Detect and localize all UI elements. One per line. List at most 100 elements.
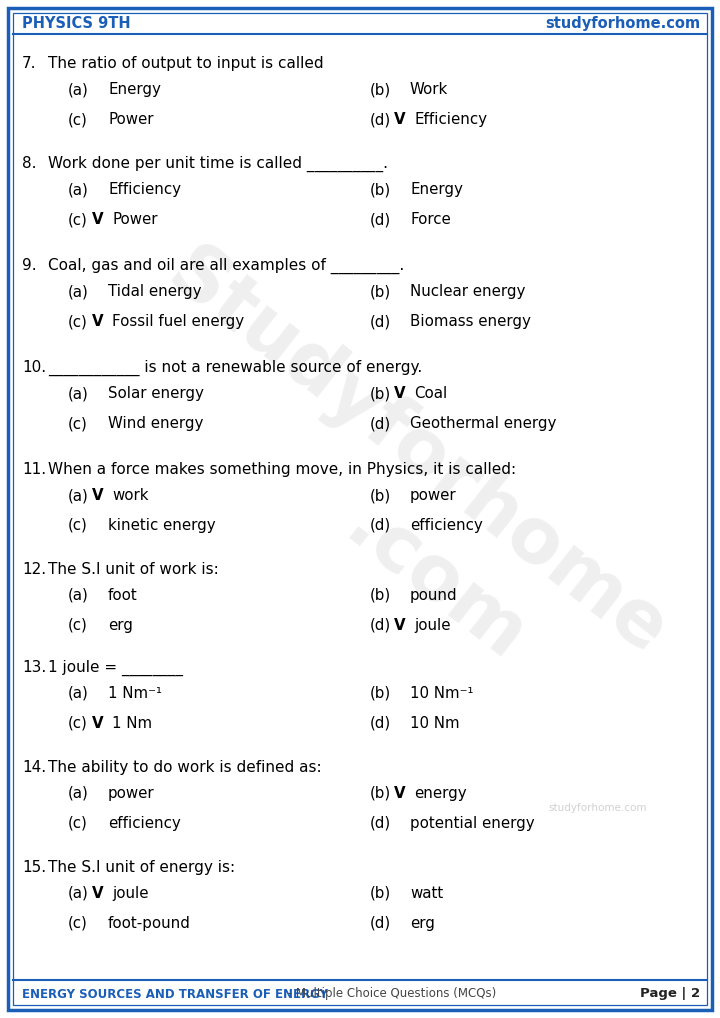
Text: (c): (c)	[68, 518, 88, 533]
Text: 9.: 9.	[22, 258, 37, 273]
Text: work: work	[112, 488, 148, 503]
Text: power: power	[108, 786, 155, 801]
Text: - Multiple Choice Questions (MCQs): - Multiple Choice Questions (MCQs)	[284, 987, 496, 1001]
Text: 7.: 7.	[22, 56, 37, 71]
Text: (d): (d)	[370, 212, 391, 227]
Text: (c): (c)	[68, 916, 88, 931]
Text: Page | 2: Page | 2	[640, 987, 700, 1001]
Text: (d): (d)	[370, 112, 391, 127]
Text: Efficiency: Efficiency	[108, 182, 181, 197]
Text: Biomass energy: Biomass energy	[410, 314, 531, 329]
Text: Energy: Energy	[108, 82, 161, 97]
Text: (d): (d)	[370, 916, 391, 931]
Text: 10.: 10.	[22, 360, 46, 375]
Text: Power: Power	[112, 212, 158, 227]
Text: (b): (b)	[370, 886, 391, 901]
Text: (a): (a)	[68, 588, 89, 603]
Text: (b): (b)	[370, 284, 391, 299]
Text: (c): (c)	[68, 618, 88, 633]
Text: Work done per unit time is called __________.: Work done per unit time is called ______…	[48, 156, 388, 172]
Text: (c): (c)	[68, 816, 88, 831]
Text: V: V	[394, 386, 405, 401]
Text: V: V	[394, 786, 405, 801]
Text: Coal: Coal	[414, 386, 447, 401]
Text: (c): (c)	[68, 314, 88, 329]
Text: joule: joule	[414, 618, 451, 633]
Text: (d): (d)	[370, 716, 391, 731]
Text: 14.: 14.	[22, 760, 46, 775]
Text: 15.: 15.	[22, 860, 46, 875]
Text: (d): (d)	[370, 618, 391, 633]
Text: joule: joule	[112, 886, 148, 901]
Text: (a): (a)	[68, 886, 89, 901]
Text: Work: Work	[410, 82, 449, 97]
Text: ____________ is not a renewable source of energy.: ____________ is not a renewable source o…	[48, 360, 422, 377]
Text: (a): (a)	[68, 686, 89, 701]
Text: 10 Nm: 10 Nm	[410, 716, 459, 731]
Text: V: V	[92, 716, 104, 731]
Text: foot: foot	[108, 588, 138, 603]
Text: (a): (a)	[68, 82, 89, 97]
Text: PHYSICS 9TH: PHYSICS 9TH	[22, 15, 130, 31]
Text: Energy: Energy	[410, 182, 463, 197]
Text: V: V	[92, 886, 104, 901]
Text: Studyforhome
       .com: Studyforhome .com	[99, 236, 680, 740]
Text: 12.: 12.	[22, 562, 46, 577]
Text: (d): (d)	[370, 416, 391, 431]
Text: (b): (b)	[370, 588, 391, 603]
Text: kinetic energy: kinetic energy	[108, 518, 215, 533]
Text: The ability to do work is defined as:: The ability to do work is defined as:	[48, 760, 322, 775]
Text: V: V	[92, 212, 104, 227]
Text: erg: erg	[410, 916, 435, 931]
Text: 1 Nm⁻¹: 1 Nm⁻¹	[108, 686, 162, 701]
Text: pound: pound	[410, 588, 458, 603]
Text: 1 joule = ________: 1 joule = ________	[48, 660, 183, 676]
Text: (c): (c)	[68, 112, 88, 127]
Text: (b): (b)	[370, 182, 391, 197]
Text: (a): (a)	[68, 284, 89, 299]
Text: Efficiency: Efficiency	[414, 112, 487, 127]
Text: ENERGY SOURCES AND TRANSFER OF ENERGY: ENERGY SOURCES AND TRANSFER OF ENERGY	[22, 987, 328, 1001]
Text: 1 Nm: 1 Nm	[112, 716, 152, 731]
Text: (a): (a)	[68, 386, 89, 401]
Text: Wind energy: Wind energy	[108, 416, 203, 431]
Text: Solar energy: Solar energy	[108, 386, 204, 401]
Text: Tidal energy: Tidal energy	[108, 284, 202, 299]
Text: Nuclear energy: Nuclear energy	[410, 284, 526, 299]
Text: (b): (b)	[370, 82, 391, 97]
Text: (b): (b)	[370, 786, 391, 801]
Text: (c): (c)	[68, 416, 88, 431]
Text: efficiency: efficiency	[108, 816, 181, 831]
Text: When a force makes something move, in Physics, it is called:: When a force makes something move, in Ph…	[48, 462, 516, 477]
Text: V: V	[92, 488, 104, 503]
Text: (d): (d)	[370, 816, 391, 831]
Text: energy: energy	[414, 786, 467, 801]
Text: erg: erg	[108, 618, 133, 633]
Text: potential energy: potential energy	[410, 816, 535, 831]
Text: (d): (d)	[370, 518, 391, 533]
Text: Fossil fuel energy: Fossil fuel energy	[112, 314, 244, 329]
Text: watt: watt	[410, 886, 444, 901]
Text: Coal, gas and oil are all examples of _________.: Coal, gas and oil are all examples of __…	[48, 258, 404, 274]
Text: (a): (a)	[68, 182, 89, 197]
Text: (c): (c)	[68, 212, 88, 227]
Text: studyforhome.com: studyforhome.com	[545, 15, 700, 31]
Text: 8.: 8.	[22, 156, 37, 171]
Text: foot-pound: foot-pound	[108, 916, 191, 931]
Text: V: V	[394, 112, 405, 127]
Text: (a): (a)	[68, 488, 89, 503]
Text: The S.I unit of work is:: The S.I unit of work is:	[48, 562, 219, 577]
Text: The S.I unit of energy is:: The S.I unit of energy is:	[48, 860, 235, 875]
Text: V: V	[394, 618, 405, 633]
Text: 13.: 13.	[22, 660, 46, 675]
Text: (b): (b)	[370, 386, 391, 401]
Text: power: power	[410, 488, 456, 503]
Text: 10 Nm⁻¹: 10 Nm⁻¹	[410, 686, 474, 701]
Text: Force: Force	[410, 212, 451, 227]
Text: (b): (b)	[370, 686, 391, 701]
Text: efficiency: efficiency	[410, 518, 482, 533]
Text: Power: Power	[108, 112, 153, 127]
Text: (d): (d)	[370, 314, 391, 329]
Text: 11.: 11.	[22, 462, 46, 477]
Text: Geothermal energy: Geothermal energy	[410, 416, 557, 431]
